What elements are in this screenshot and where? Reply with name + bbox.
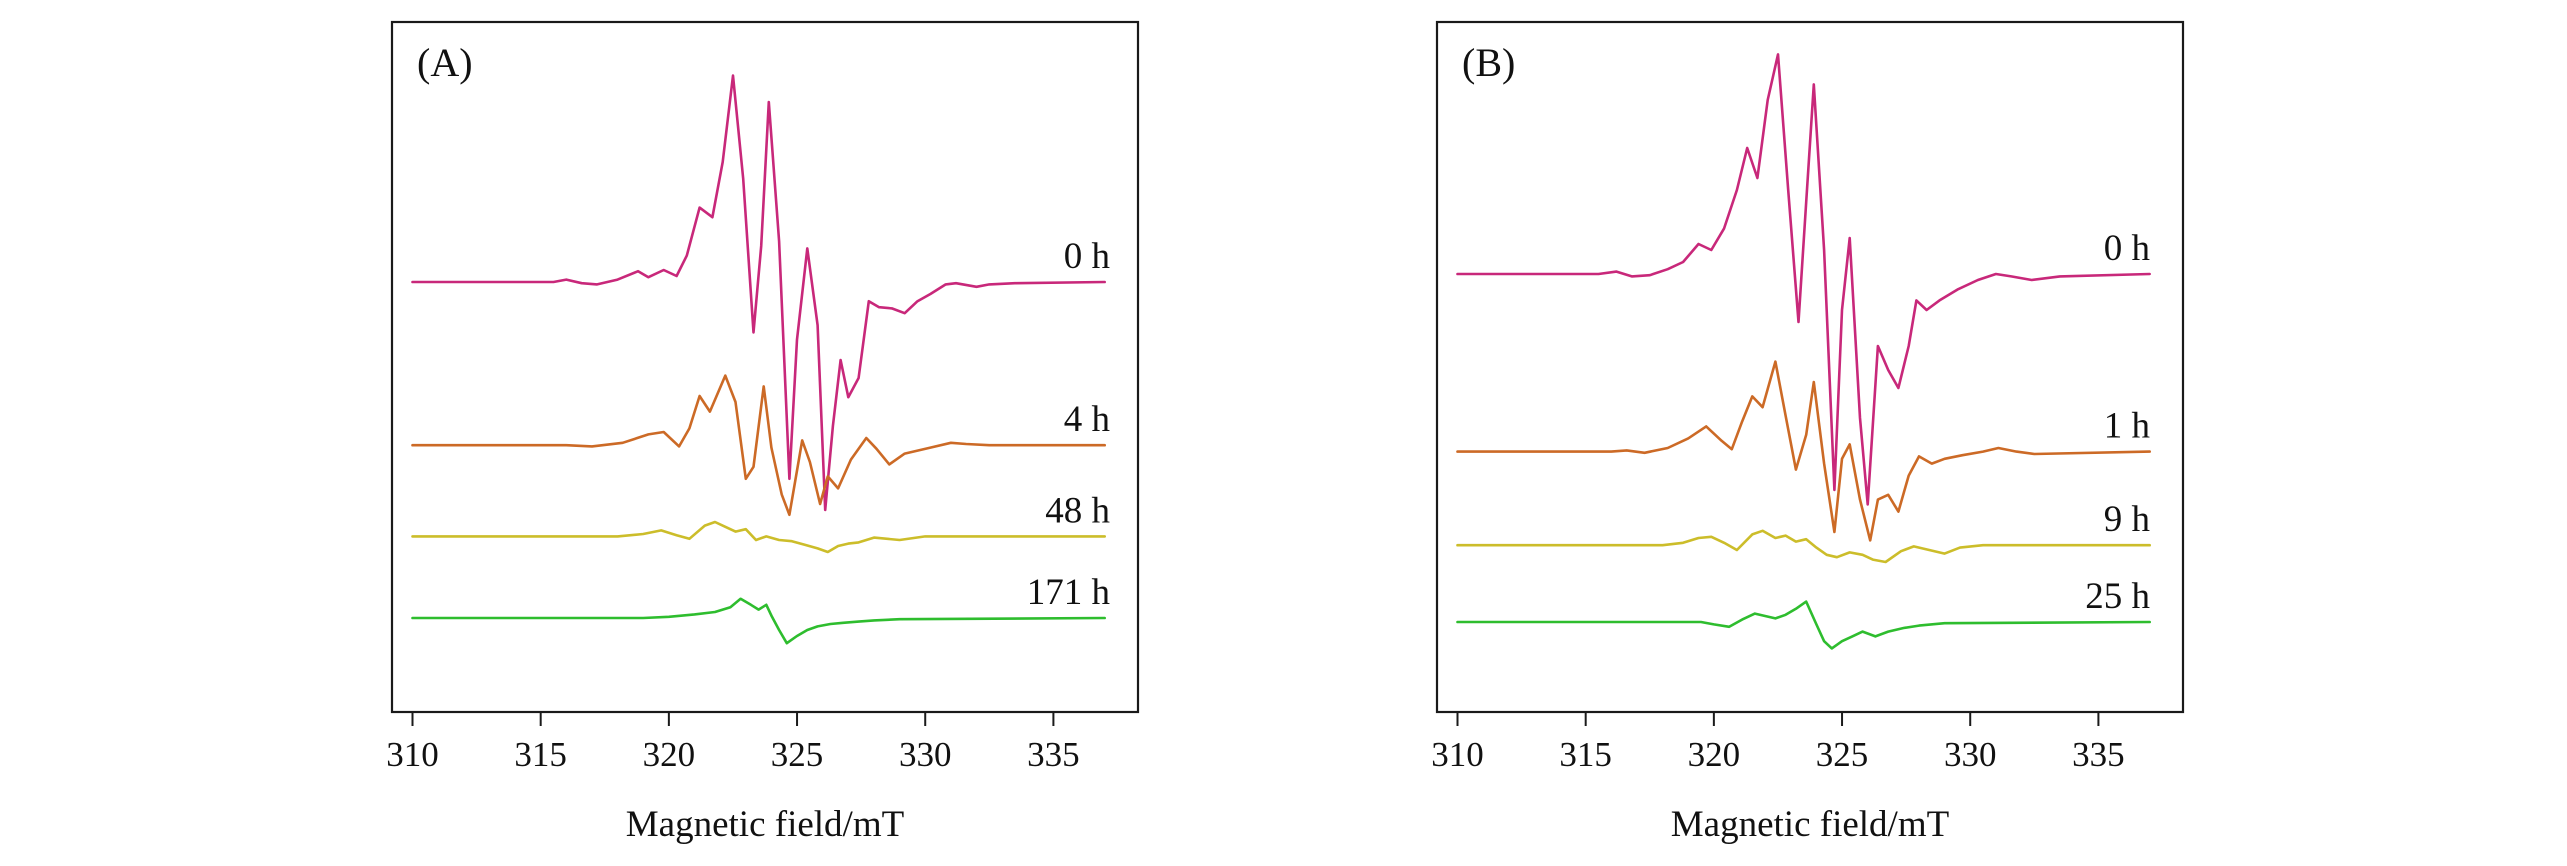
- panel-b-label: (B): [1462, 40, 1515, 85]
- panel-b-series-label-9h: 9 h: [2104, 499, 2151, 540]
- panel-b-x-tick-label-310: 310: [1431, 735, 1484, 774]
- panel-a-trace-48h: [411, 520, 1106, 554]
- panel-b-series-label-25h: 25 h: [2085, 576, 2150, 617]
- panel-b-x-tick-labels: 310 315 320 325 330 335: [1431, 735, 2124, 774]
- panel-a-x-axis-label: Magnetic field/mT: [626, 804, 904, 845]
- panel-a-x-tick-label-310: 310: [386, 735, 439, 774]
- panel-a-x-tick-labels: 310 315 320 325 330 335: [386, 735, 1079, 774]
- panel-a-trace-0h: [411, 74, 1106, 512]
- panel-b-traces: [1456, 53, 2151, 650]
- panel-a-label: (A): [417, 40, 473, 85]
- panel-a-series-label-0h: 0 h: [1064, 236, 1111, 277]
- panel-a-series-label-171h: 171 h: [1027, 572, 1111, 613]
- panel-b-x-tick-label-320: 320: [1688, 735, 1741, 774]
- panel-a-frame: [390, 20, 1140, 714]
- panel-a-x-tick-label-315: 315: [514, 735, 567, 774]
- panel-b-frame: [1435, 20, 2185, 714]
- panel-a-trace-171h: [411, 597, 1106, 645]
- panel-b-series-label-1h: 1 h: [2104, 406, 2151, 447]
- panel-b-series-label-0h: 0 h: [2104, 228, 2151, 269]
- panel-b-series-labels: 0 h 1 h 9 h 25 h: [2085, 228, 2150, 617]
- panel-b-x-axis-label: Magnetic field/mT: [1671, 804, 1949, 845]
- panel-a-x-tick-label-325: 325: [771, 735, 824, 774]
- panel-a-x-tick-label-335: 335: [1027, 735, 1080, 774]
- panel-b-x-tick-label-315: 315: [1559, 735, 1612, 774]
- panel-b-x-tick-label-325: 325: [1816, 735, 1869, 774]
- panel-a-traces: [411, 74, 1106, 645]
- panel-b-trace-9h: [1456, 529, 2151, 564]
- panel-a-trace-4h: [411, 374, 1106, 517]
- panel-b-trace-0h: [1456, 53, 2151, 506]
- panel-a: (A) 310 315 320 325 330 335 0 h 4 h 48 h 171 h M…: [386, 20, 1140, 845]
- panel-b-x-tick-label-330: 330: [1944, 735, 1997, 774]
- panel-b-trace-25h: [1456, 600, 2151, 650]
- panel-a-series-label-4h: 4 h: [1064, 399, 1111, 440]
- panel-a-x-ticks: [411, 712, 1055, 726]
- panel-a-series-label-48h: 48 h: [1045, 490, 1110, 531]
- panel-b-x-ticks: [1456, 712, 2100, 726]
- panel-b-trace-1h: [1456, 360, 2151, 542]
- panel-b: (B) 310 315 320 325 330 335 0 h 1 h 9 h 25 h Mag…: [1431, 20, 2185, 845]
- panel-a-x-tick-label-330: 330: [899, 735, 952, 774]
- panel-a-x-tick-label-320: 320: [643, 735, 696, 774]
- panel-b-x-tick-label-335: 335: [2072, 735, 2125, 774]
- panel-a-series-labels: 0 h 4 h 48 h 171 h: [1027, 236, 1111, 613]
